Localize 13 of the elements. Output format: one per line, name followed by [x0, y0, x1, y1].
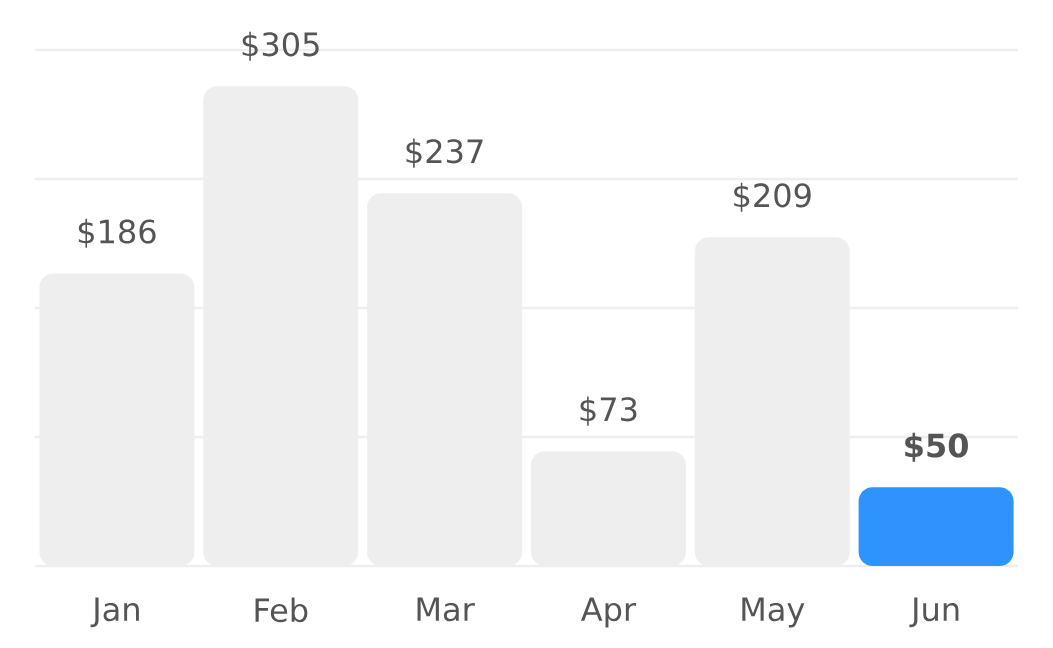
- x-tick-label: Feb: [255, 597, 308, 623]
- data-label: $237: [406, 138, 483, 168]
- x-tick-label: Mar: [417, 597, 475, 622]
- x-tick-label: May: [742, 597, 805, 628]
- data-label: $209: [734, 182, 811, 212]
- bar: [858, 487, 1014, 566]
- x-tick-label: Jun: [909, 597, 959, 628]
- data-label: $305: [242, 31, 319, 61]
- data-label: $50: [905, 432, 968, 462]
- data-label: $73: [580, 396, 637, 426]
- data-label: $186: [78, 218, 156, 248]
- x-tick-label: Apr: [581, 597, 637, 628]
- x-tick-label: Jan: [90, 597, 139, 628]
